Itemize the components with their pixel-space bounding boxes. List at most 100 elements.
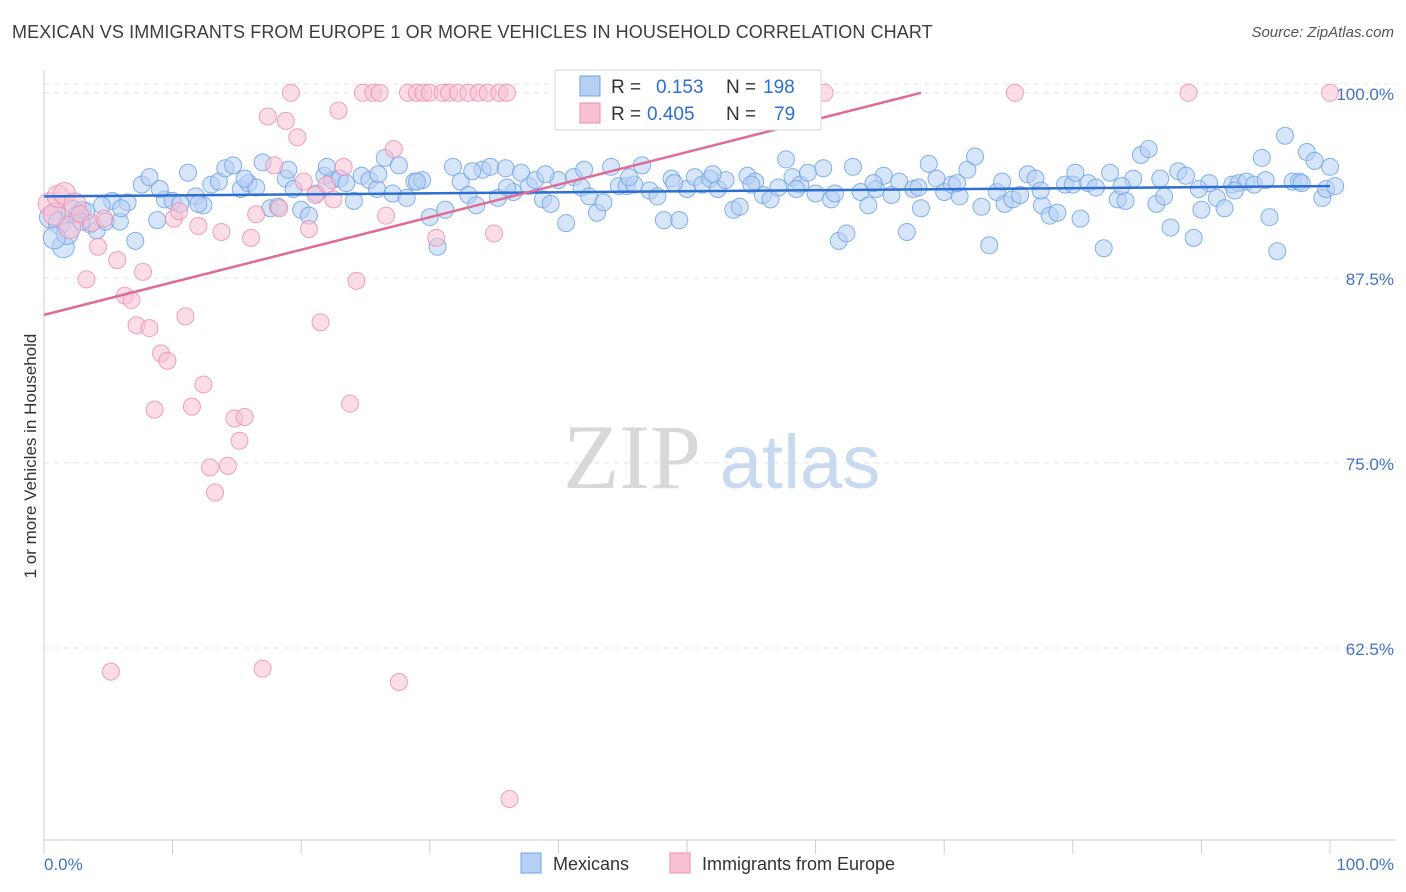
point-mexicans	[1048, 203, 1067, 222]
point-mexicans	[980, 236, 999, 255]
point-mexicans	[443, 157, 462, 176]
point-mexicans	[919, 154, 938, 173]
point-immigrants	[140, 319, 159, 338]
point-mexicans	[620, 168, 639, 187]
point-mexicans	[777, 150, 796, 169]
point-mexicans	[909, 178, 928, 197]
stats-swatch-blue	[579, 75, 601, 97]
point-immigrants	[334, 157, 353, 176]
point-immigrants	[1005, 83, 1024, 102]
y-tick-label: 100.0%	[1336, 85, 1394, 104]
point-mexicans	[966, 147, 985, 166]
point-mexicans	[1260, 208, 1279, 227]
point-mexicans	[512, 163, 531, 182]
point-mexicans	[317, 157, 336, 176]
watermark-zip: ZIP	[563, 406, 701, 508]
point-mexicans	[958, 160, 977, 179]
point-immigrants	[218, 456, 237, 475]
point-immigrants	[189, 217, 208, 236]
point-mexicans	[1192, 200, 1211, 219]
point-immigrants	[497, 83, 516, 102]
point-mexicans	[859, 196, 878, 215]
stats-swatch-pink	[579, 102, 601, 124]
point-mexicans	[496, 159, 515, 178]
point-mexicans	[993, 172, 1012, 191]
point-immigrants	[288, 128, 307, 147]
point-immigrants	[370, 83, 389, 102]
point-immigrants	[58, 216, 82, 240]
y-tick-labels: 62.5% 75.0% 87.5% 100.0%	[1336, 85, 1394, 659]
y-tick-label: 87.5%	[1346, 270, 1394, 289]
point-mexicans	[1071, 209, 1090, 228]
point-immigrants	[1179, 83, 1198, 102]
point-immigrants	[212, 222, 231, 241]
point-mexicans	[927, 169, 946, 188]
stats-n-label-2: N =	[726, 104, 756, 125]
point-immigrants	[294, 172, 313, 191]
point-mexicans	[806, 184, 825, 203]
stats-r-label-1: R =	[611, 77, 641, 98]
point-mexicans	[1161, 218, 1180, 237]
point-mexicans	[1184, 228, 1203, 247]
point-immigrants	[247, 205, 266, 224]
point-immigrants	[158, 351, 177, 370]
point-mexicans	[1031, 181, 1050, 200]
point-mexicans	[481, 157, 500, 176]
point-mexicans	[665, 174, 684, 193]
point-immigrants	[145, 400, 164, 419]
point-immigrants	[235, 408, 254, 427]
point-mexicans	[112, 199, 131, 218]
x-tick-label-min: 0.0%	[44, 855, 83, 874]
legend-swatch-immigrants	[669, 852, 691, 874]
point-mexicans	[703, 165, 722, 184]
point-mexicans	[1215, 199, 1234, 218]
point-immigrants	[500, 789, 519, 808]
point-immigrants	[329, 101, 348, 120]
point-mexicans	[407, 172, 426, 191]
point-mexicans	[179, 163, 198, 182]
point-mexicans	[224, 156, 243, 175]
point-immigrants	[311, 313, 330, 332]
point-immigrants	[242, 228, 261, 247]
point-mexicans	[536, 165, 555, 184]
watermark-atlas: atlas	[720, 420, 881, 505]
point-immigrants	[134, 262, 153, 281]
point-mexicans	[1066, 163, 1085, 182]
point-mexicans	[948, 174, 967, 193]
point-immigrants	[347, 271, 366, 290]
stats-n-label-1: N =	[726, 77, 756, 98]
source-label: Source: ZipAtlas.com	[1251, 24, 1394, 41]
point-mexicans	[972, 197, 991, 216]
x-tick-label-max: 100.0%	[1336, 855, 1394, 874]
point-immigrants	[1321, 83, 1339, 102]
point-mexicans	[1321, 157, 1339, 176]
point-mexicans	[1155, 187, 1174, 206]
point-immigrants	[427, 228, 446, 247]
point-immigrants	[170, 202, 189, 221]
point-mexicans	[1101, 163, 1120, 182]
point-mexicans	[769, 178, 788, 197]
point-immigrants	[276, 111, 295, 130]
point-immigrants	[206, 483, 225, 502]
gridlines	[44, 83, 1396, 649]
stats-n-value-1: 198	[763, 77, 795, 98]
point-mexicans	[557, 214, 576, 233]
point-mexicans	[1116, 191, 1135, 210]
point-immigrants	[377, 206, 396, 225]
point-mexicans	[541, 194, 560, 213]
y-tick-label: 75.0%	[1346, 455, 1394, 474]
point-mexicans	[1225, 181, 1244, 200]
point-immigrants	[108, 251, 127, 270]
stats-r-label-2: R =	[611, 104, 641, 125]
point-immigrants	[194, 375, 213, 394]
point-immigrants	[101, 662, 120, 681]
point-mexicans	[148, 211, 167, 230]
point-mexicans	[1094, 239, 1113, 258]
point-mexicans	[843, 157, 862, 176]
point-mexicans	[730, 197, 749, 216]
point-mexicans	[1268, 242, 1287, 261]
stats-box: R = 0.153 N = 198 R = 0.405 N = 79	[554, 69, 822, 131]
point-mexicans	[814, 159, 833, 178]
point-mexicans	[344, 191, 363, 210]
